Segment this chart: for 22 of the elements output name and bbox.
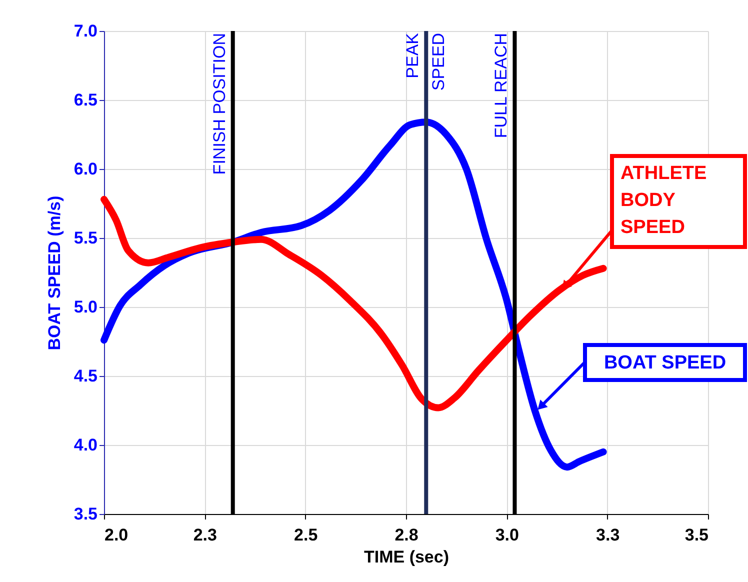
x-tick-label: 2.0 xyxy=(104,526,128,544)
x-axis-title: TIME (sec) xyxy=(364,548,450,566)
y-tick-label: 6.0 xyxy=(74,160,98,178)
y-tick-label: 6.5 xyxy=(74,90,98,110)
y-tick-label: 5.0 xyxy=(74,298,98,316)
ref-line-label: FINISH POSITION xyxy=(210,33,229,175)
x-tick-label: 3.5 xyxy=(684,526,708,544)
ref-line-label: FULL REACH xyxy=(492,33,511,138)
y-tick-label: 5.5 xyxy=(74,228,98,248)
y-tick-label: 3.5 xyxy=(74,504,98,524)
series-label: ATHLETE BODY SPEED xyxy=(620,163,707,238)
x-tick-label: 2.3 xyxy=(193,526,217,544)
x-tick-label: 2.5 xyxy=(294,526,318,544)
x-tick-label: 2.8 xyxy=(394,526,418,544)
y-tick-label: 7.0 xyxy=(74,22,98,40)
x-tick-label: 3.3 xyxy=(596,526,620,544)
text: BOAT SPEED xyxy=(604,352,726,374)
y-axis-title: BOAT SPEED (m/s) xyxy=(44,196,64,350)
y-tick-label: 4.5 xyxy=(74,366,98,386)
y-tick-label: 4.0 xyxy=(74,436,98,454)
ref-line-label: PEAK SPEED xyxy=(403,32,448,91)
x-tick-label: 3.0 xyxy=(495,526,519,544)
